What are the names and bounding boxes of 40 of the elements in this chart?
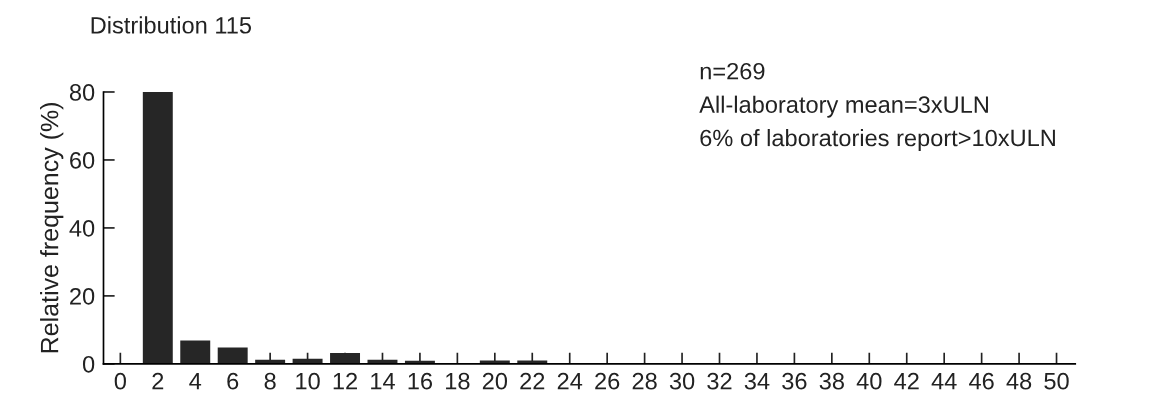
y-tick-label: 60: [70, 152, 95, 169]
x-tick-label: 28: [632, 372, 657, 390]
x-tick-label: 36: [782, 372, 807, 390]
x-tick-label: 26: [595, 372, 620, 390]
x-tick-label: 44: [931, 373, 957, 390]
x-tick-label: 50: [1044, 372, 1069, 390]
bar: [330, 352, 361, 364]
y-tick-label: 40: [69, 219, 95, 237]
x-tick-label: 6: [227, 372, 239, 390]
y-axis-title: Relative frequency (%): [40, 103, 64, 353]
x-tick-label: 0: [114, 372, 126, 390]
y-tick-label: 80: [69, 84, 95, 101]
x-tick-label: 34: [744, 372, 770, 390]
x-tick-label: 42: [894, 372, 919, 390]
x-tick-label: 30: [669, 372, 695, 390]
x-tick-label: 48: [1006, 372, 1032, 390]
bar: [217, 347, 248, 364]
annotation: 6% of laboratories report>10xULN: [700, 129, 1055, 152]
x-tick-label: 32: [707, 372, 732, 390]
x-tick-label: 16: [408, 372, 433, 390]
y-tick-label: 0: [82, 355, 95, 373]
x-tick-label: 12: [333, 372, 357, 390]
x-tick-label: 38: [819, 372, 844, 390]
annotation: All-laboratory mean=3xULN: [699, 95, 988, 118]
x-tick-label: 18: [446, 372, 470, 390]
x-tick-label: 40: [856, 372, 882, 390]
x-tick-label: 14: [371, 373, 395, 390]
x-tick-label: 4: [189, 373, 202, 390]
x-tick-label: 2: [152, 372, 164, 390]
text: n=269: [700, 62, 765, 80]
y-tick-label: 20: [70, 287, 95, 305]
x-tick-label: 10: [296, 372, 320, 390]
x-tick-label: 20: [482, 372, 508, 390]
bar: [180, 340, 211, 364]
bar: [142, 91, 173, 364]
chart-title: Distribution 115: [91, 16, 252, 34]
x-tick-label: 8: [264, 372, 276, 390]
x-tick-label: 24: [557, 372, 583, 390]
x-tick-label: 22: [520, 372, 545, 390]
x-tick-label: 46: [969, 372, 994, 390]
